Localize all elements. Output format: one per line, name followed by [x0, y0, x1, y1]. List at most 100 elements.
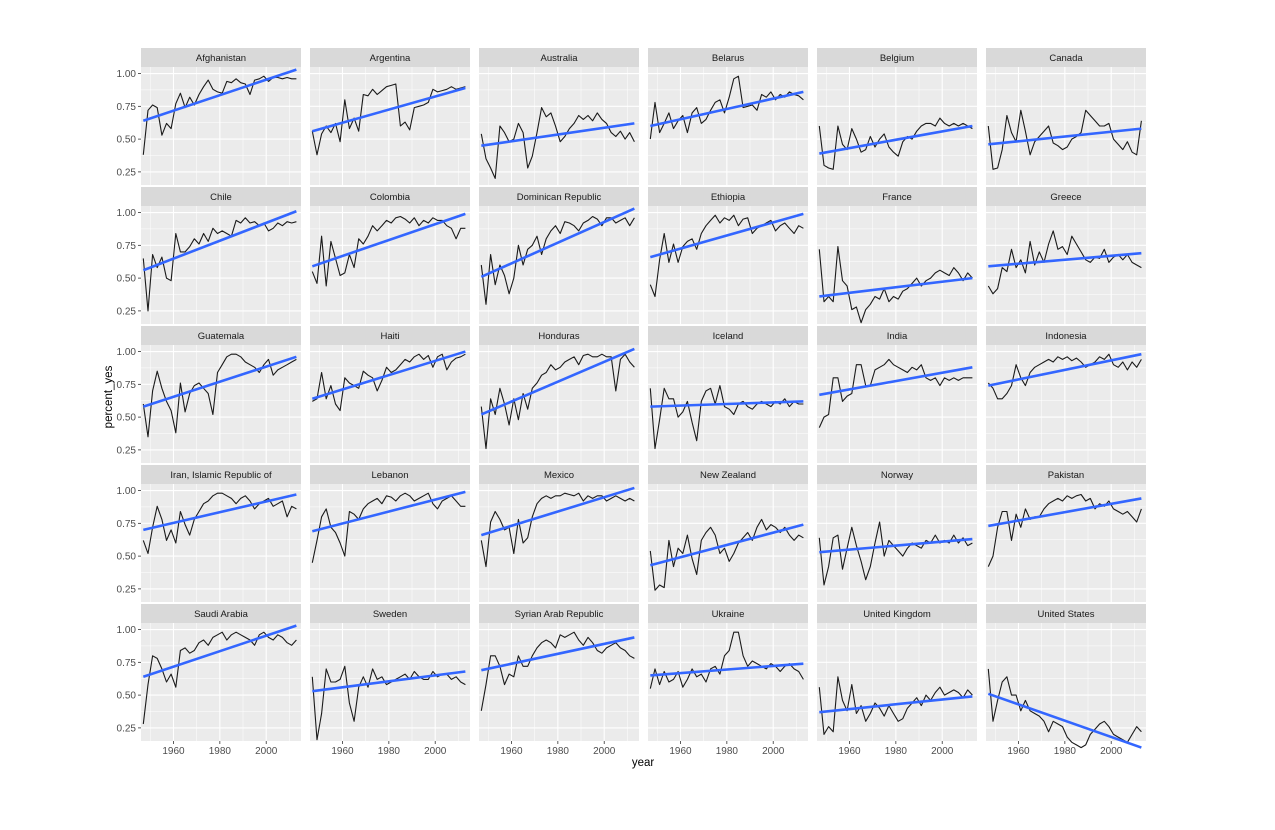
facet-strip [141, 465, 301, 484]
series-line [649, 214, 804, 298]
x-tick-label: 2000 [931, 746, 954, 757]
facet-strip [986, 465, 1146, 484]
facet-strip [479, 187, 639, 206]
facet-strip-label: Greece [1050, 192, 1081, 203]
trend-line [819, 695, 973, 714]
trend-line [988, 497, 1142, 528]
series-line [480, 353, 635, 450]
trend-line [143, 493, 297, 532]
facet-strip-label: Canada [1049, 53, 1083, 64]
y-tick-label: 1.00 [117, 486, 137, 497]
facet-strip-label: Indonesia [1045, 331, 1087, 342]
facet-strip [648, 326, 808, 345]
facet-panel: Colombia [310, 187, 470, 324]
x-tick-label: 1980 [885, 746, 908, 757]
facet-strip [648, 187, 808, 206]
facet-panels: Afghanistan 0.25 0.50 0.75 1.00 Argentina Aust… [117, 48, 1146, 757]
x-tick-label: 1960 [331, 746, 354, 757]
facet-panel: Saudi Arabia 0.25 0.50 0.75 1.00 1960 1980 2000 [117, 604, 301, 757]
panel-background [141, 484, 301, 602]
series-line [649, 631, 804, 689]
series-line [142, 217, 297, 312]
x-tick-label: 1980 [209, 746, 232, 757]
facet-panel: Honduras [479, 326, 639, 463]
y-tick-label: 0.75 [117, 241, 137, 252]
trend-line [650, 400, 804, 408]
series-line [818, 246, 973, 324]
series-line [987, 109, 1142, 170]
series-line [818, 358, 973, 428]
facet-strip-label: Chile [210, 192, 232, 203]
facet-strip [986, 187, 1146, 206]
facet-strip [141, 326, 301, 345]
x-axis-title: year [632, 757, 655, 769]
panel-background [817, 623, 977, 741]
panel-background [986, 623, 1146, 741]
facet-strip [310, 48, 470, 67]
facet-strip [310, 326, 470, 345]
series-line [142, 492, 297, 555]
y-tick-label: 0.75 [117, 658, 137, 669]
trend-line [480, 347, 635, 416]
series-line [818, 117, 973, 170]
facet-strip [986, 326, 1146, 345]
y-tick-label: 1.00 [117, 347, 137, 358]
trend-line [650, 662, 804, 677]
y-tick-label: 0.50 [117, 552, 137, 563]
facet-strip [310, 465, 470, 484]
trend-line [988, 251, 1142, 268]
panel-background [817, 345, 977, 463]
facet-panel: Canada [986, 48, 1146, 185]
y-tick-label: 0.50 [117, 413, 137, 424]
facet-strip-label: Belarus [712, 53, 744, 64]
x-tick-label: 1980 [716, 746, 739, 757]
y-tick-label: 0.75 [117, 380, 137, 391]
facet-panel: United Kingdom 1960 1980 2000 [817, 604, 977, 757]
facet-strip [141, 48, 301, 67]
facet-strip [479, 326, 639, 345]
y-tick-label: 0.50 [117, 135, 137, 146]
facet-strip [817, 604, 977, 623]
facet-panel: India [817, 326, 977, 463]
facet-panel: Ukraine 1960 1980 2000 [648, 604, 808, 757]
facet-strip [986, 48, 1146, 67]
y-tick-label: 0.25 [117, 445, 137, 456]
facet-strip-label: Haiti [380, 331, 399, 342]
panel-background [479, 206, 639, 324]
facet-panel: Dominican Republic [479, 187, 639, 324]
facet-panel: Haiti [310, 326, 470, 463]
series-line [142, 353, 297, 438]
facet-strip [817, 326, 977, 345]
series-line [312, 353, 466, 412]
y-axis-title: percent_yes [103, 365, 115, 428]
facet-strip-label: Honduras [538, 331, 579, 342]
facet-strip-label: Ukraine [712, 609, 745, 620]
series-line [311, 83, 466, 156]
facet-strip [479, 465, 639, 484]
facet-strip-label: Ethiopia [711, 192, 746, 203]
trend-line [650, 90, 804, 128]
facet-panel: Australia [479, 48, 639, 185]
panel-background [817, 67, 977, 185]
facet-strip [986, 604, 1146, 623]
panel-background [479, 484, 639, 602]
x-tick-label: 2000 [593, 746, 616, 757]
facet-strip [817, 187, 977, 206]
trend-line [819, 276, 973, 298]
trend-line [819, 366, 973, 397]
panel-background [817, 484, 977, 602]
trend-line [988, 352, 1142, 387]
x-tick-label: 1980 [1054, 746, 1077, 757]
facet-strip-label: Mexico [544, 470, 574, 481]
y-tick-label: 1.00 [117, 625, 137, 636]
trend-line [481, 636, 635, 672]
panel-background [648, 484, 808, 602]
facet-panel: Greece [986, 187, 1146, 324]
trend-line [142, 355, 297, 408]
y-tick-label: 0.25 [117, 167, 137, 178]
facet-strip [648, 465, 808, 484]
facet-strip-label: Norway [881, 470, 913, 481]
y-tick-label: 0.75 [117, 519, 137, 530]
facet-strip [648, 48, 808, 67]
panel-background [141, 623, 301, 741]
